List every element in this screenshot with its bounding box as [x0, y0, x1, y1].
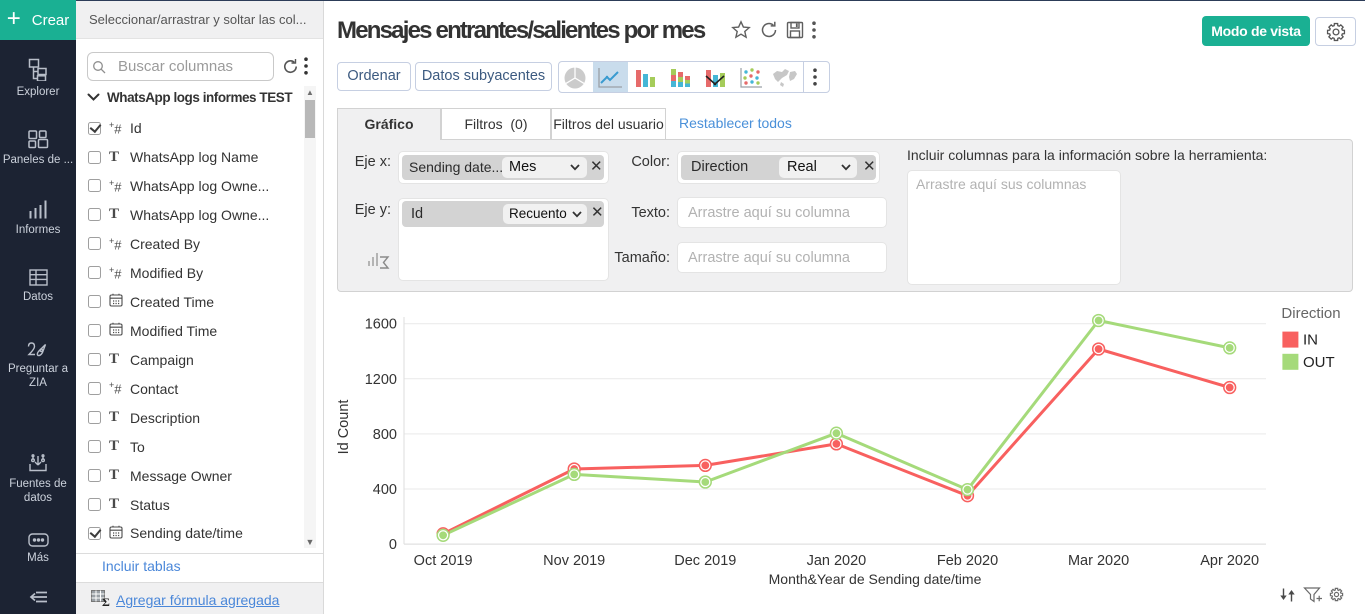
- svg-text:Feb 2020: Feb 2020: [937, 553, 998, 569]
- svg-text:Dec 2019: Dec 2019: [674, 553, 736, 569]
- svg-text:Σ: Σ: [102, 595, 110, 607]
- svg-text:IN: IN: [1303, 332, 1318, 349]
- svg-text:Month&Year de Sending date/tim: Month&Year de Sending date/time: [769, 571, 982, 587]
- svg-text:Oct 2019: Oct 2019: [414, 553, 473, 569]
- svg-text:Mar 2020: Mar 2020: [1068, 553, 1129, 569]
- svg-text:1600: 1600: [365, 317, 397, 333]
- svg-text:Nov 2019: Nov 2019: [543, 553, 605, 569]
- svg-text:Apr 2020: Apr 2020: [1200, 553, 1259, 569]
- svg-text:Direction: Direction: [1281, 305, 1340, 322]
- svg-text:0: 0: [389, 537, 397, 553]
- svg-text:Id Count: Id Count: [336, 400, 352, 455]
- svg-text:400: 400: [373, 482, 397, 498]
- svg-text:800: 800: [373, 427, 397, 443]
- svg-text:OUT: OUT: [1303, 354, 1335, 371]
- svg-text:1200: 1200: [365, 372, 397, 388]
- svg-text:Jan 2020: Jan 2020: [807, 553, 867, 569]
